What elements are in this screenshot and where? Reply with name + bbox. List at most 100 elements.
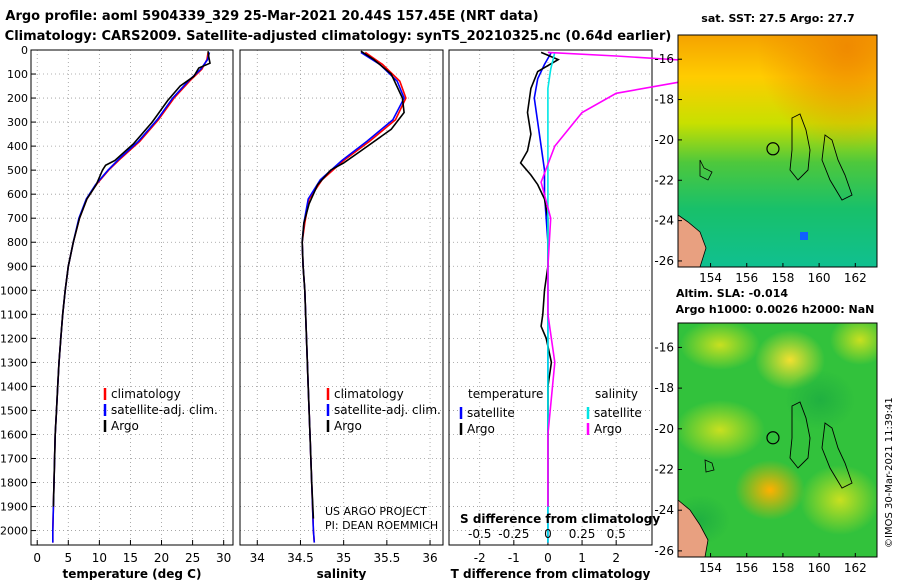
map-y-tick-label: -22: [654, 463, 674, 477]
y-tick-label: 100: [7, 68, 28, 81]
map-y-tick-label: -26: [654, 254, 674, 268]
y-tick-label: 1600: [0, 428, 28, 441]
map-x-tick-label: 160: [808, 271, 831, 285]
map-x-tick-label: 156: [735, 561, 758, 575]
legend-title-temperature: temperature: [468, 387, 543, 401]
legend-label: climatology: [111, 387, 181, 401]
legend-label: satellite: [467, 406, 515, 420]
sla-high-patch-1: [680, 323, 760, 370]
legend-label: Argo: [594, 422, 622, 436]
y-tick-label: 400: [7, 140, 28, 153]
sla-reef-outline-1: [789, 401, 811, 469]
x-tick-label: 35: [336, 551, 351, 565]
x-tick-label: 1: [578, 551, 586, 565]
x-tick-label: 0: [544, 551, 552, 565]
temperature-panel: 0 5 10 15 20 25 300100200300400500600700800900…: [0, 44, 234, 580]
sla-map-subtitle: Argo h1000: 0.0026 h2000: NaN: [676, 303, 875, 316]
x-tick-label: 36: [422, 551, 437, 565]
y-tick-label: 500: [7, 164, 28, 177]
sla-reef-outline-2: [821, 422, 853, 489]
x-axis-label: T difference from climatology: [451, 567, 651, 580]
legend-label: satellite: [594, 406, 642, 420]
sst-reef-outline-2: [821, 134, 853, 201]
s-tick-label: 0.5: [607, 527, 626, 541]
map-y-tick-label: -16: [654, 340, 674, 354]
sst-argo-marker: [766, 142, 780, 156]
sst-warm-patch: [678, 35, 877, 267]
y-tick-label: 600: [7, 188, 28, 201]
x-tick-label: 10: [92, 551, 107, 565]
y-tick-label: 1400: [0, 380, 28, 393]
x-tick-label: 20: [154, 551, 169, 565]
y-tick-label: 1900: [0, 501, 28, 514]
y-tick-label: 700: [7, 212, 28, 225]
y-tick-label: 1700: [0, 452, 28, 465]
map-x-tick-label: 162: [844, 271, 867, 285]
series-line-t-satellite: [533, 52, 553, 543]
credit-text: ©IMOS 30-Mar-2021 11:39:41: [884, 397, 895, 548]
s-tick-label: -0.25: [498, 527, 529, 541]
map-y-tick-label: -22: [654, 173, 674, 187]
x-tick-label: 2: [612, 551, 620, 565]
figure-title-line1: Argo profile: aoml 5904339_329 25-Mar-20…: [5, 9, 538, 24]
y-tick-label: 1200: [0, 332, 28, 345]
panel-frame: [30, 49, 234, 546]
sla-high-patch-4: [678, 400, 765, 460]
sla-map-title: Altim. SLA: -0.014: [676, 287, 788, 300]
y-tick-label: 1100: [0, 308, 28, 321]
sla-high-patch-6: [800, 465, 877, 535]
map-x-tick-label: 154: [699, 271, 722, 285]
sla-map: Altim. SLA: -0.014 Argo h1000: 0.0026 h2…: [654, 287, 878, 575]
sst-coastline-australia: [678, 214, 707, 267]
y-tick-label: 200: [7, 92, 28, 105]
legend-label: satellite-adj. clim.: [334, 403, 441, 417]
map-y-tick-label: -18: [654, 93, 674, 107]
legend-label: Argo: [111, 419, 139, 433]
map-y-tick-label: -26: [654, 544, 674, 558]
annotation-text: PI: DEAN ROEMMICH: [325, 519, 438, 532]
map-x-tick-label: 162: [844, 561, 867, 575]
x-tick-label: 34.5: [287, 551, 314, 565]
map-y-tick-label: -24: [654, 214, 674, 228]
sst-map-frame: [677, 34, 878, 268]
y-tick-label: 1300: [0, 356, 28, 369]
y-tick-label: 1800: [0, 477, 28, 490]
y-tick-label: 800: [7, 236, 28, 249]
s-tick-label: -0.5: [468, 527, 491, 541]
sst-map: sat. SST: 27.5 Argo: 27.7 154 156 158 160 16…: [654, 12, 878, 285]
series-line-satellite-adj-clim-: [52, 52, 211, 543]
x-tick-label: -1: [508, 551, 520, 565]
s-tick-label: 0: [544, 527, 552, 541]
map-x-tick-label: 158: [771, 561, 794, 575]
sla-high-patch-5: [735, 460, 805, 520]
map-y-tick-label: -18: [654, 381, 674, 395]
panel-frame: [448, 49, 653, 546]
series-line-climatology: [301, 51, 407, 543]
map-y-tick-label: -20: [654, 133, 674, 147]
x-tick-label: 30: [216, 551, 231, 565]
legend-label: Argo: [334, 419, 362, 433]
series-line-climatology: [52, 52, 209, 543]
x-tick-label: -2: [474, 551, 486, 565]
y-tick-label: 300: [7, 116, 28, 129]
map-x-tick-label: 158: [771, 271, 794, 285]
sla-map-axes: 154 156 158 160 162 -16 -18 -20 -22 -24 -26: [654, 340, 866, 575]
x-tick-label: 25: [185, 551, 200, 565]
sst-map-axes: 154 156 158 160 162 -16 -18 -20 -22 -24 -26: [654, 52, 866, 285]
series-line-t-argo: [519, 51, 560, 507]
salinity-panel: 34 34.5 35 35.5 36 salinity climatology satelli…: [239, 49, 444, 580]
map-x-tick-label: 156: [735, 271, 758, 285]
y-tick-label: 1500: [0, 404, 28, 417]
map-y-tick-label: -24: [654, 503, 674, 517]
x-tick-label: 5: [64, 551, 72, 565]
x-tick-label: 0: [33, 551, 41, 565]
sla-low-patch-1: [785, 370, 855, 430]
legend-title-salinity: salinity: [595, 387, 638, 401]
s-tick-label: 0.25: [569, 527, 596, 541]
sla-coastline-australia: [678, 499, 709, 557]
x-tick-label: 15: [123, 551, 138, 565]
legend-label: Argo: [467, 422, 495, 436]
x-tick-label: 34: [250, 551, 265, 565]
legend-label: climatology: [334, 387, 404, 401]
